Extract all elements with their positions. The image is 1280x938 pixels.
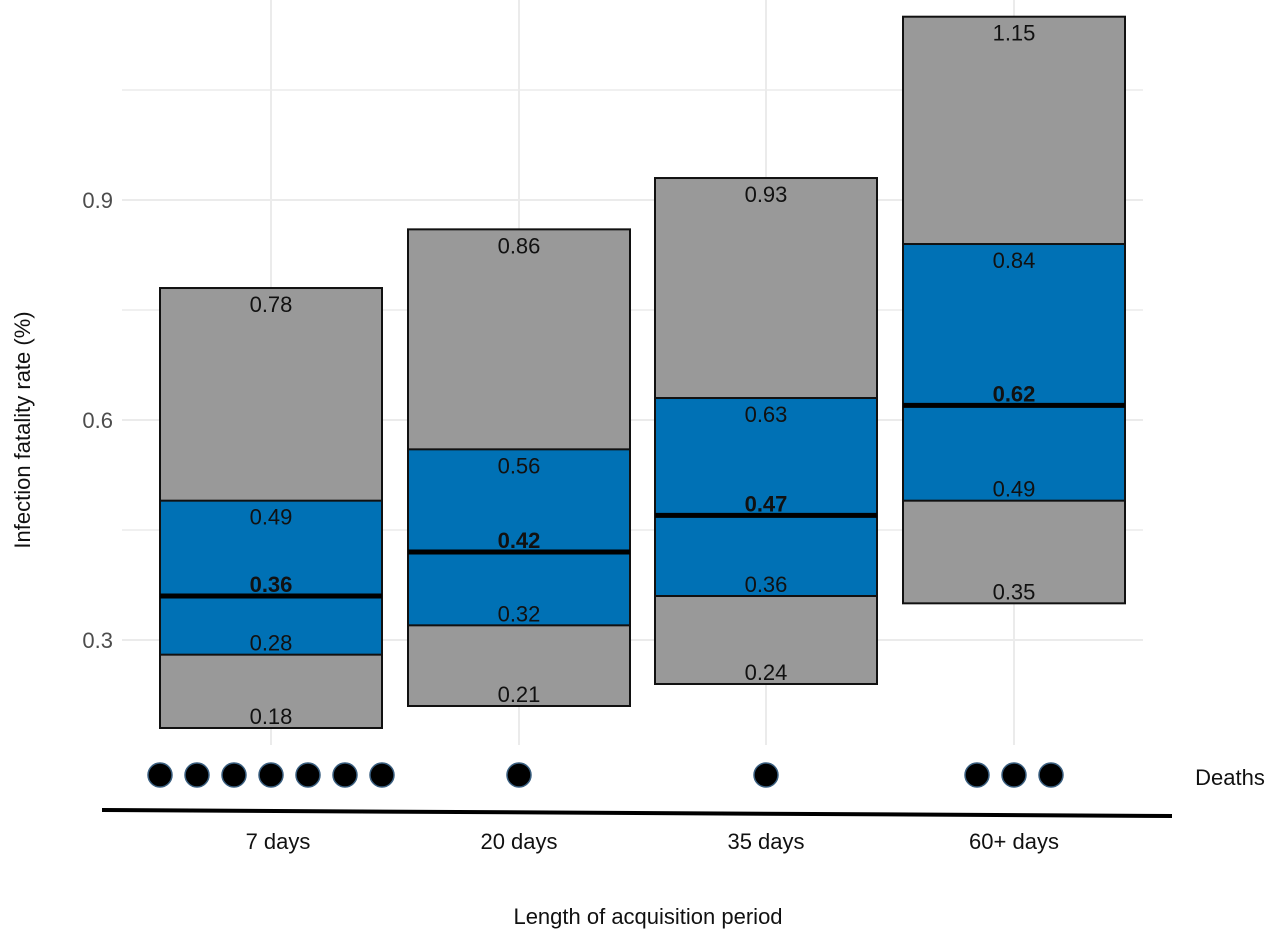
inner-high-label: 0.63 (745, 402, 788, 427)
outer-high-label: 0.78 (250, 292, 293, 317)
y-tick-label: 0.6 (82, 408, 113, 433)
death-dot (753, 762, 779, 788)
inner-low-label: 0.49 (993, 477, 1036, 502)
y-tick-labels: 0.3 0.6 0.9 (82, 188, 113, 653)
inner-range-bar (902, 243, 1126, 502)
death-dot (258, 762, 284, 788)
death-dot (1038, 762, 1064, 788)
death-dot (332, 762, 358, 788)
death-dot (295, 762, 321, 788)
inner-high-label: 0.84 (993, 248, 1036, 273)
death-dot (184, 762, 210, 788)
death-dot (964, 762, 990, 788)
outer-high-label: 1.15 (993, 21, 1036, 46)
median-label: 0.36 (250, 572, 293, 597)
death-dot (221, 762, 247, 788)
outer-low-label: 0.35 (993, 579, 1036, 604)
inner-range-bar (159, 499, 383, 656)
inner-range-bar (407, 448, 631, 627)
deaths-row (147, 762, 1064, 788)
outer-high-label: 0.93 (745, 182, 788, 207)
x-axis-title: Length of acquisition period (513, 904, 782, 929)
outer-low-label: 0.18 (250, 704, 293, 729)
median-label: 0.47 (745, 491, 788, 516)
death-dot (506, 762, 532, 788)
inner-high-label: 0.49 (250, 505, 293, 530)
category-labels: 7 days 20 days 35 days 60+ days (246, 829, 1059, 854)
deaths-label: Deaths (1195, 765, 1265, 790)
inner-range-bar (654, 397, 878, 598)
category-label: 35 days (727, 829, 804, 854)
category-label: 60+ days (969, 829, 1059, 854)
inner-low-label: 0.32 (498, 601, 541, 626)
y-tick-label: 0.9 (82, 188, 113, 213)
x-axis-line (101, 808, 1173, 818)
outer-high-label: 0.86 (498, 233, 541, 258)
category-label: 20 days (480, 829, 557, 854)
death-dot (147, 762, 173, 788)
y-tick-label: 0.3 (82, 628, 113, 653)
category-label: 7 days (246, 829, 311, 854)
death-dot (1001, 762, 1027, 788)
median-label: 0.42 (498, 528, 541, 553)
outer-low-label: 0.24 (745, 660, 788, 685)
median-label: 0.62 (993, 381, 1036, 406)
inner-low-label: 0.36 (745, 572, 788, 597)
inner-high-label: 0.56 (498, 453, 541, 478)
y-axis-title: Infection fatality rate (%) (10, 311, 35, 548)
bars: 0.78 0.49 0.36 0.28 0.18 0.86 0.56 0.42 0.32 0.21… (159, 15, 1126, 729)
death-dot (369, 762, 395, 788)
outer-low-label: 0.21 (498, 682, 541, 707)
inner-low-label: 0.28 (250, 631, 293, 656)
